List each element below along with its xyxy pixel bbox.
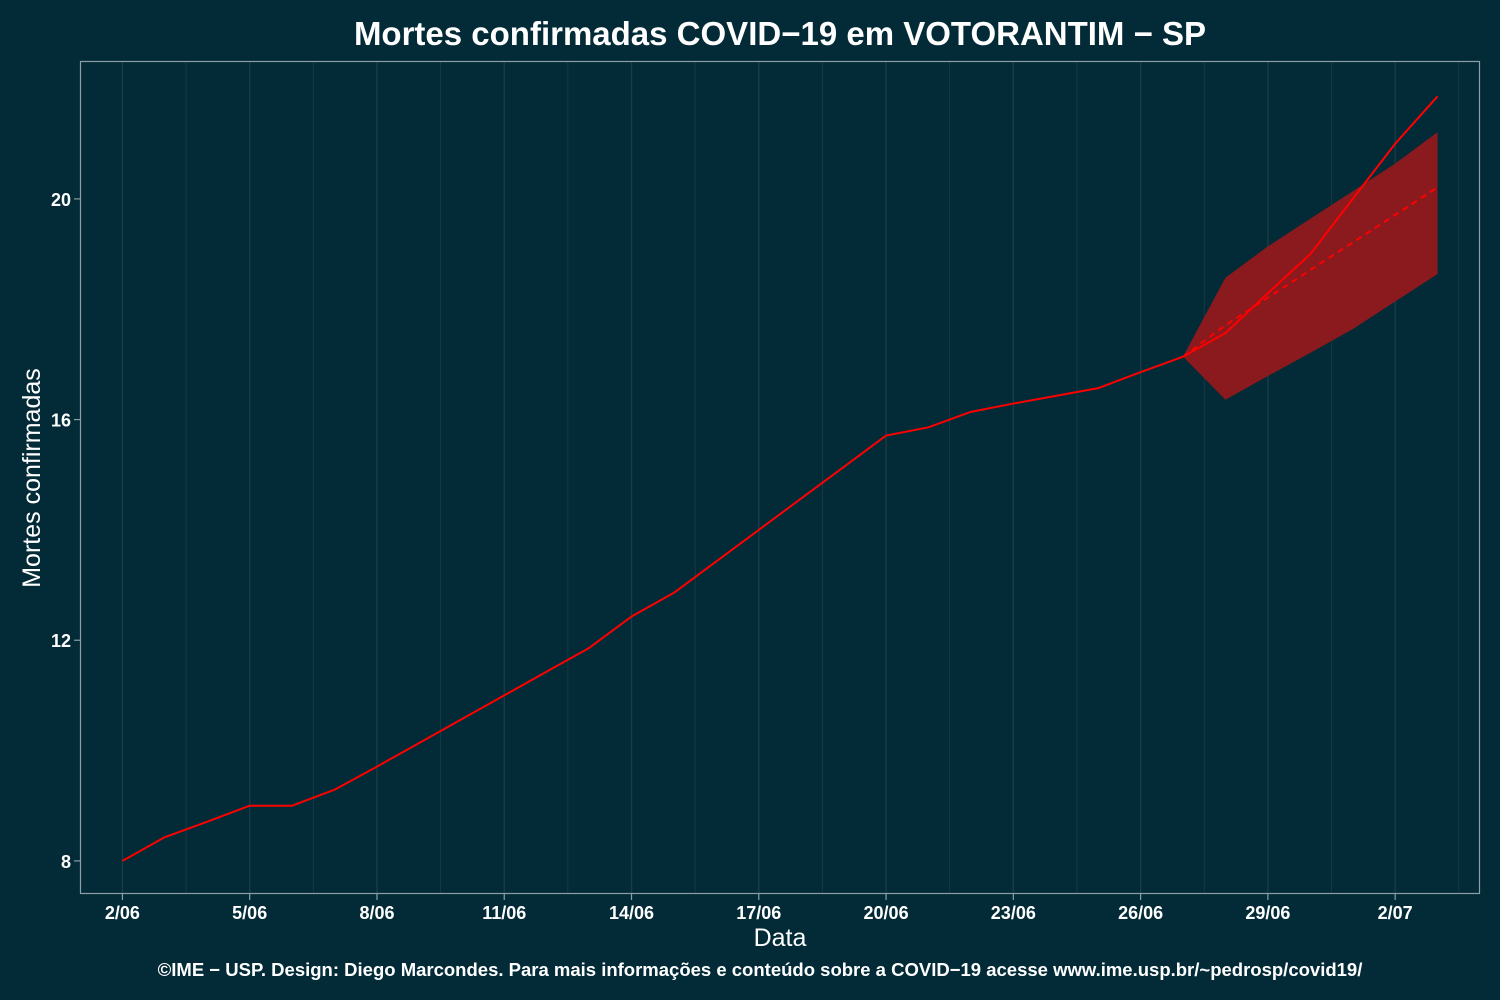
x-tick-label: 29/06 <box>1245 903 1290 923</box>
y-axis-title: Mortes confirmadas <box>18 368 46 588</box>
confirmed-deaths-line <box>121 95 1439 862</box>
chart-title: Mortes confirmadas COVID−19 em VOTORANTI… <box>354 15 1206 52</box>
x-tick-label: 2/07 <box>1378 903 1413 923</box>
x-tick-label: 5/06 <box>232 903 267 923</box>
y-tick-label: 16 <box>51 411 71 431</box>
x-tick-label: 23/06 <box>991 903 1036 923</box>
x-axis-title: Data <box>754 924 807 952</box>
y-tick-label: 12 <box>51 631 71 651</box>
caption: ©IME − USP. Design: Diego Marcondes. Par… <box>158 959 1363 980</box>
y-tick-label: 8 <box>61 852 71 872</box>
x-tick-label: 20/06 <box>864 903 909 923</box>
x-tick-label: 2/06 <box>105 903 140 923</box>
y-axis-ticks: 8 12 16 20 <box>51 190 80 872</box>
predicted-deaths-line <box>1182 186 1439 358</box>
x-tick-label: 11/06 <box>482 903 526 923</box>
prediction-band <box>1183 132 1438 400</box>
y-tick-label: 20 <box>51 190 71 210</box>
prediction-band-group <box>1183 132 1438 400</box>
x-tick-label: 8/06 <box>359 903 394 923</box>
x-axis-ticks: 2/06 5/06 8/06 11/06 14/06 17/06 20/06 23/06 26/… <box>105 894 1413 923</box>
x-tick-label: 14/06 <box>609 903 654 923</box>
plot-panel-border <box>79 60 1481 895</box>
series-group <box>121 95 1439 862</box>
x-tick-label: 26/06 <box>1118 903 1163 923</box>
x-tick-label: 17/06 <box>736 903 781 923</box>
